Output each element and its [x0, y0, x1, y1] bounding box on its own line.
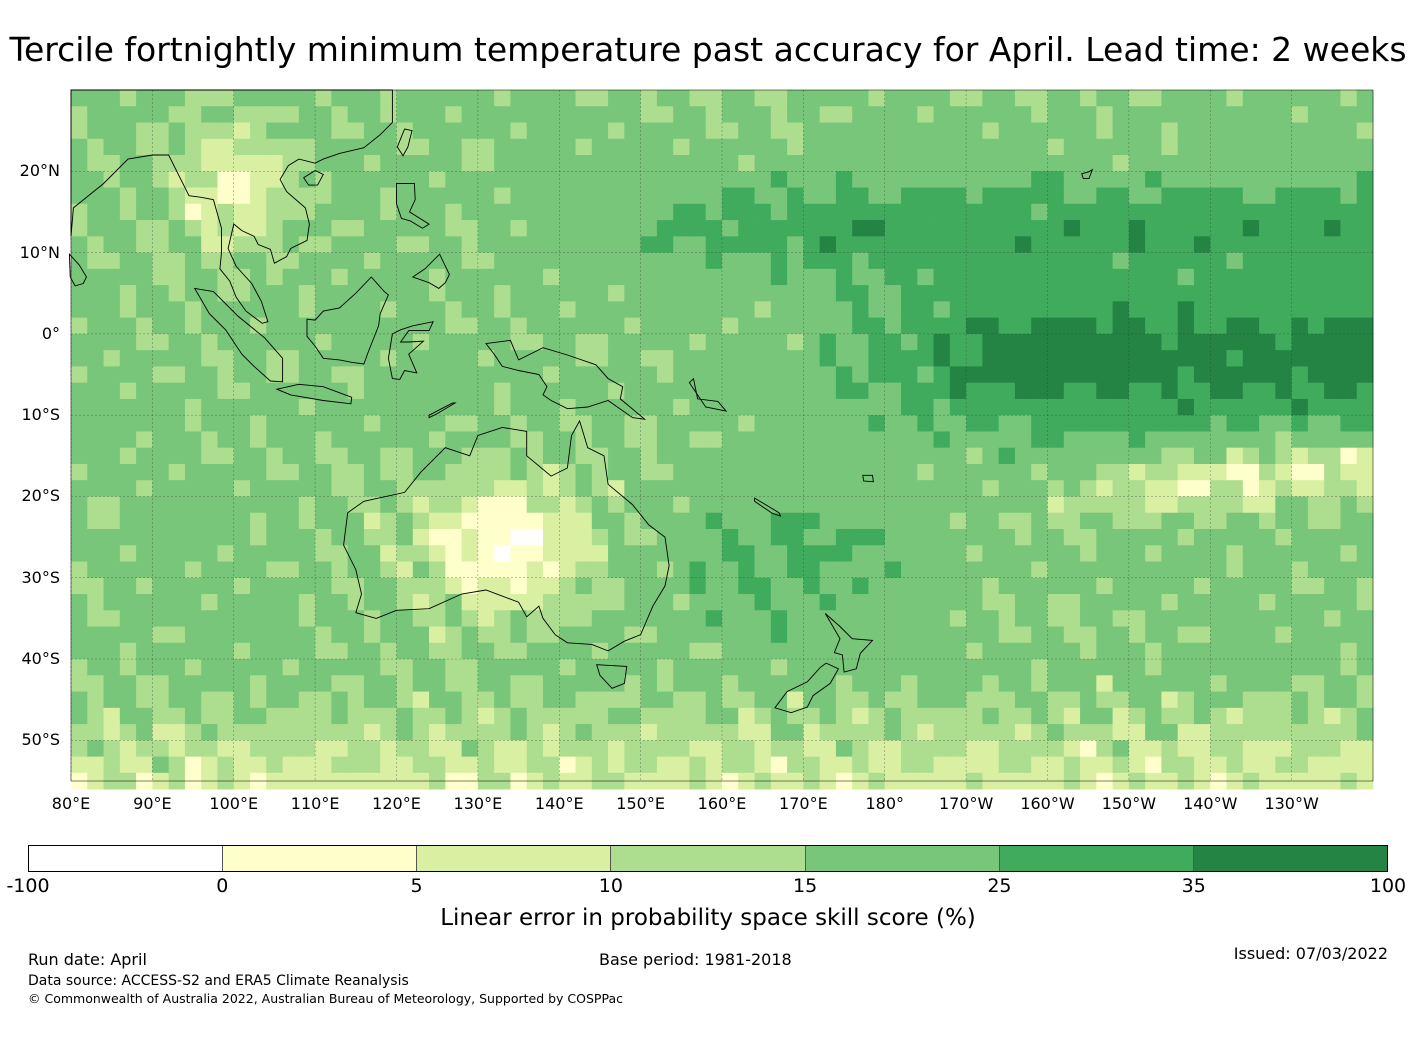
skill-score-map: [68, 89, 1374, 790]
coastline: [303, 169, 324, 186]
skill-cells: [71, 90, 1374, 790]
copyright: © Commonwealth of Australia 2022, Austra…: [28, 991, 623, 1006]
colorbar-segment: [805, 846, 1000, 871]
colorbar-segment: [417, 846, 612, 871]
colorbar-tick-label: 100: [1369, 875, 1407, 897]
colorbar-segment: [999, 846, 1194, 871]
coastline: [688, 377, 728, 412]
coastline: [396, 183, 430, 229]
colorbar-segment: [223, 846, 418, 871]
latitude-label: 30°S: [21, 567, 60, 587]
coastline: [774, 662, 840, 714]
coastline: [70, 89, 393, 324]
colorbar-tick-label: 35: [1181, 875, 1206, 897]
longitude-label: 170°E: [779, 794, 828, 813]
colorbar-tick-label: 5: [410, 875, 423, 897]
coastline: [754, 497, 782, 517]
coastline: [428, 402, 457, 419]
latitude-label: 20°N: [19, 161, 60, 181]
longitude-label: 140°W: [1183, 794, 1238, 813]
data-source: Data source: ACCESS-S2 and ERA5 Climate …: [28, 973, 409, 989]
longitude-label: 160°W: [1020, 794, 1075, 813]
map-title: Tercile fortnightly minimum temperature …: [9, 30, 1407, 69]
colorbar-tick-label: 10: [598, 875, 623, 897]
coastline: [387, 321, 434, 380]
colorbar-label: Linear error in probability space skill …: [440, 905, 976, 931]
coastline: [306, 276, 389, 365]
coastline: [596, 664, 628, 689]
base-period: Base period: 1981-2018: [599, 950, 792, 969]
longitude-label: 130°E: [453, 794, 503, 813]
coastline: [862, 474, 874, 483]
longitude-label: 80°E: [51, 794, 91, 813]
coastline: [68, 252, 88, 287]
longitude-label: 110°E: [290, 794, 340, 813]
colorbar: [28, 845, 1388, 872]
longitude-label: 130°W: [1264, 794, 1319, 813]
colorbar-segment: [611, 846, 806, 871]
longitude-label: 100°E: [209, 794, 259, 813]
coastline: [396, 128, 413, 157]
coastline: [343, 419, 670, 652]
latitude-label: 50°S: [21, 730, 60, 750]
longitude-label: 170°W: [938, 794, 994, 813]
longitude-label: 140°E: [534, 794, 584, 813]
longitude-label: 150°W: [1101, 794, 1157, 813]
longitude-label: 160°E: [697, 794, 747, 813]
colorbar-tick-label: -100: [6, 875, 50, 897]
colorbar-segment: [29, 846, 224, 871]
coastline: [824, 613, 874, 673]
longitude-label: 120°E: [372, 794, 421, 813]
colorbar-tick-label: 25: [987, 875, 1012, 897]
issued-date: Issued: 07/03/2022: [1233, 944, 1388, 963]
latitude-label: 40°S: [21, 649, 60, 669]
latitude-label: 10°N: [19, 242, 60, 262]
coastline: [1081, 168, 1094, 180]
colorbar-tick-label: 0: [216, 875, 229, 897]
longitude-label: 90°E: [133, 794, 172, 813]
latitude-label: 0°: [41, 323, 60, 343]
colorbar-tick-label: 15: [793, 875, 818, 897]
coastline: [485, 339, 647, 420]
longitude-label: 150°E: [616, 794, 665, 813]
latitude-label: 10°S: [21, 405, 60, 425]
coastlines: [68, 89, 1094, 714]
map-frame: [70, 89, 1374, 782]
colorbar-segment: [1193, 846, 1387, 871]
longitude-label: 180°: [865, 794, 905, 813]
coastline: [193, 287, 284, 383]
coastline: [411, 253, 450, 289]
latitude-label: 20°S: [21, 486, 60, 506]
coastline: [275, 383, 353, 405]
run-date: Run date: April: [28, 950, 147, 969]
